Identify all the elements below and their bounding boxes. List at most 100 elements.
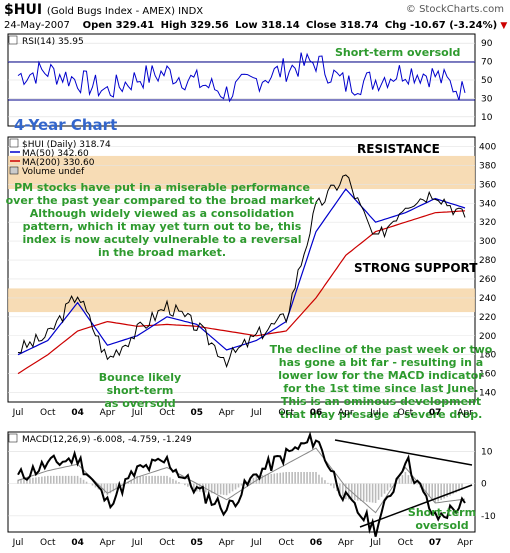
x-tick-label: 05 [191,408,204,418]
x-axis: Jul Oct 04 Apr Jul Oct 05 Apr Jul Oct 06 Apr Jul Oct 0… [12,408,474,418]
index-name: (Gold Bugs Index - AMEX) INDX [46,6,204,17]
x-tick-label: 07 [429,408,442,418]
x-tick-label: Oct [159,408,175,418]
quote-open: Open 329.41 [82,20,155,31]
ma200-legend-label: MA(200) 330.60 [22,158,95,168]
macd-note-line: has gone a bit far - resulting in a [279,356,483,369]
rsi-axis: 90 70 50 30 10 [481,39,493,123]
price-legend-swatch [9,138,19,148]
price-tick-label: 280 [479,256,496,266]
rsi-line [17,52,466,103]
price-grid [8,146,475,393]
chart-period-label: 4-Year Chart [14,116,117,134]
rsi-legend-swatch [8,35,18,45]
macd-legend-swatch [8,433,18,443]
ma50-legend-label: MA(50) 342.60 [22,149,89,159]
commentary-line: PM stocks have put in a miserable perfor… [14,181,310,194]
price-axis: 400 380 360 340 320 300 280 260 240 220 200 180 160 1… [479,142,496,398]
x-tick-label: 06 [310,538,323,548]
macd-note-line: The decline of the past week or two [270,343,493,356]
macd-annotation: Short-term oversold [408,506,476,532]
bounce-note-line: as oversold [104,397,175,410]
x-tick-label: Apr [219,538,235,548]
x-tick-label: Oct [398,408,414,418]
macd-annotation-line: Short-term [408,506,476,519]
price-legend: $HUI (Daily) 318.74 MA(50) 342.60 MA(200… [9,138,111,177]
x-tick-label: Oct [40,408,56,418]
price-tick-label: 300 [479,237,496,247]
rsi-tick-label: 70 [481,58,493,68]
commentary-note: PM stocks have put in a miserable perfor… [6,181,319,259]
macd-annotation-line: oversold [415,519,468,532]
site-credit: © StockCharts.com [405,4,504,15]
price-tick-label: 260 [479,275,496,285]
resistance-band [8,155,475,190]
price-tick-label: 180 [479,351,496,361]
quote-change: Chg -10.67 (-3.24%) [384,20,498,31]
macd-tick-label: -10 [481,512,496,522]
price-tick-label: 400 [479,142,496,152]
x-tick-label: Jul [131,408,143,418]
macd-label: MACD(12,26,9) -6.008, -4.759, -1.249 [22,435,192,445]
x-tick-label: Oct [40,538,56,548]
price-tick-label: 320 [479,218,496,228]
x-tick-label: Apr [219,408,235,418]
price-tick-label: 340 [479,199,496,209]
x-tick-label: Apr [457,538,473,548]
x-tick-label: Jul [369,538,381,548]
x-tick-label: Apr [338,408,354,418]
quote-close: Close 318.74 [306,20,379,31]
macd-upper-trendline [334,439,473,466]
volume-legend-swatch [9,166,19,175]
quote-date: 24-May-2007 [4,20,70,31]
rsi-tick-label: 50 [481,76,493,86]
x-tick-label: Apr [457,408,473,418]
x-tick-label: Oct [398,538,414,548]
x-tick-label: Oct [278,538,294,548]
symbol: $HUI [4,2,43,18]
price-tick-label: 220 [479,313,496,323]
x-tick-label: Jul [369,408,381,418]
x-axis-bottom: Jul Oct 04 Apr Jul Oct 05 Apr Jul Oct 06 Apr Jul Oct 0… [12,538,474,548]
commentary-line: Although widely viewed as a consolidatio… [30,207,294,220]
quote-low: Low 318.14 [235,20,300,31]
x-tick-label: Jul [12,538,24,548]
price-tick-label: 360 [479,180,496,190]
commentary-line: over the past year compared to the broad… [6,194,319,207]
x-tick-label: Oct [278,408,294,418]
macd-note-line: This is an ominous development [281,395,481,408]
x-tick-label: 04 [71,408,84,418]
rsi-label: RSI(14) 35.95 [22,37,84,47]
macd-commentary-note: The decline of the past week or two has … [270,343,493,421]
x-tick-label: Apr [338,538,354,548]
commentary-line: in the broad market. [98,246,226,259]
quote-line: 24-May-2007 Open 329.41 High 329.56 Low … [4,20,507,31]
bounce-note-line: Bounce likely [99,371,181,384]
commentary-line: pattern, which it may yet turn out to be… [23,220,302,233]
x-tick-label: Jul [12,408,24,418]
macd-line [17,431,466,537]
rsi-tick-label: 10 [481,113,493,123]
price-tick-label: 380 [479,161,496,171]
price-tick-label: 240 [479,294,496,304]
chart-header-title: $HUI (Gold Bugs Index - AMEX) INDX [4,2,203,18]
macd-lower-trendline [359,484,473,528]
price-line [17,174,466,369]
price-tick-label: 160 [479,370,496,380]
support-band [8,288,475,313]
rsi-annotation: Short-term oversold [335,46,460,59]
x-tick-label: 07 [429,538,442,548]
volume-legend-label: Volume undef [22,167,85,177]
rsi-tick-label: 30 [481,94,493,104]
x-tick-label: Jul [131,538,143,548]
price-legend-label: $HUI (Daily) 318.74 [22,140,111,150]
commentary-line: index is now acutely vulnerable to a rev… [22,233,301,246]
x-tick-label: Jul [250,408,262,418]
x-tick-label: 05 [191,538,204,548]
macd-note-line: for the 1st time since last June. [283,382,478,395]
macd-tick-label: 10 [481,447,493,457]
macd-note-line: that may presage a severe drop. [280,408,483,421]
bounce-note-line: short-term [107,384,174,397]
x-tick-label: 04 [71,538,84,548]
x-tick-label: 06 [310,408,323,418]
